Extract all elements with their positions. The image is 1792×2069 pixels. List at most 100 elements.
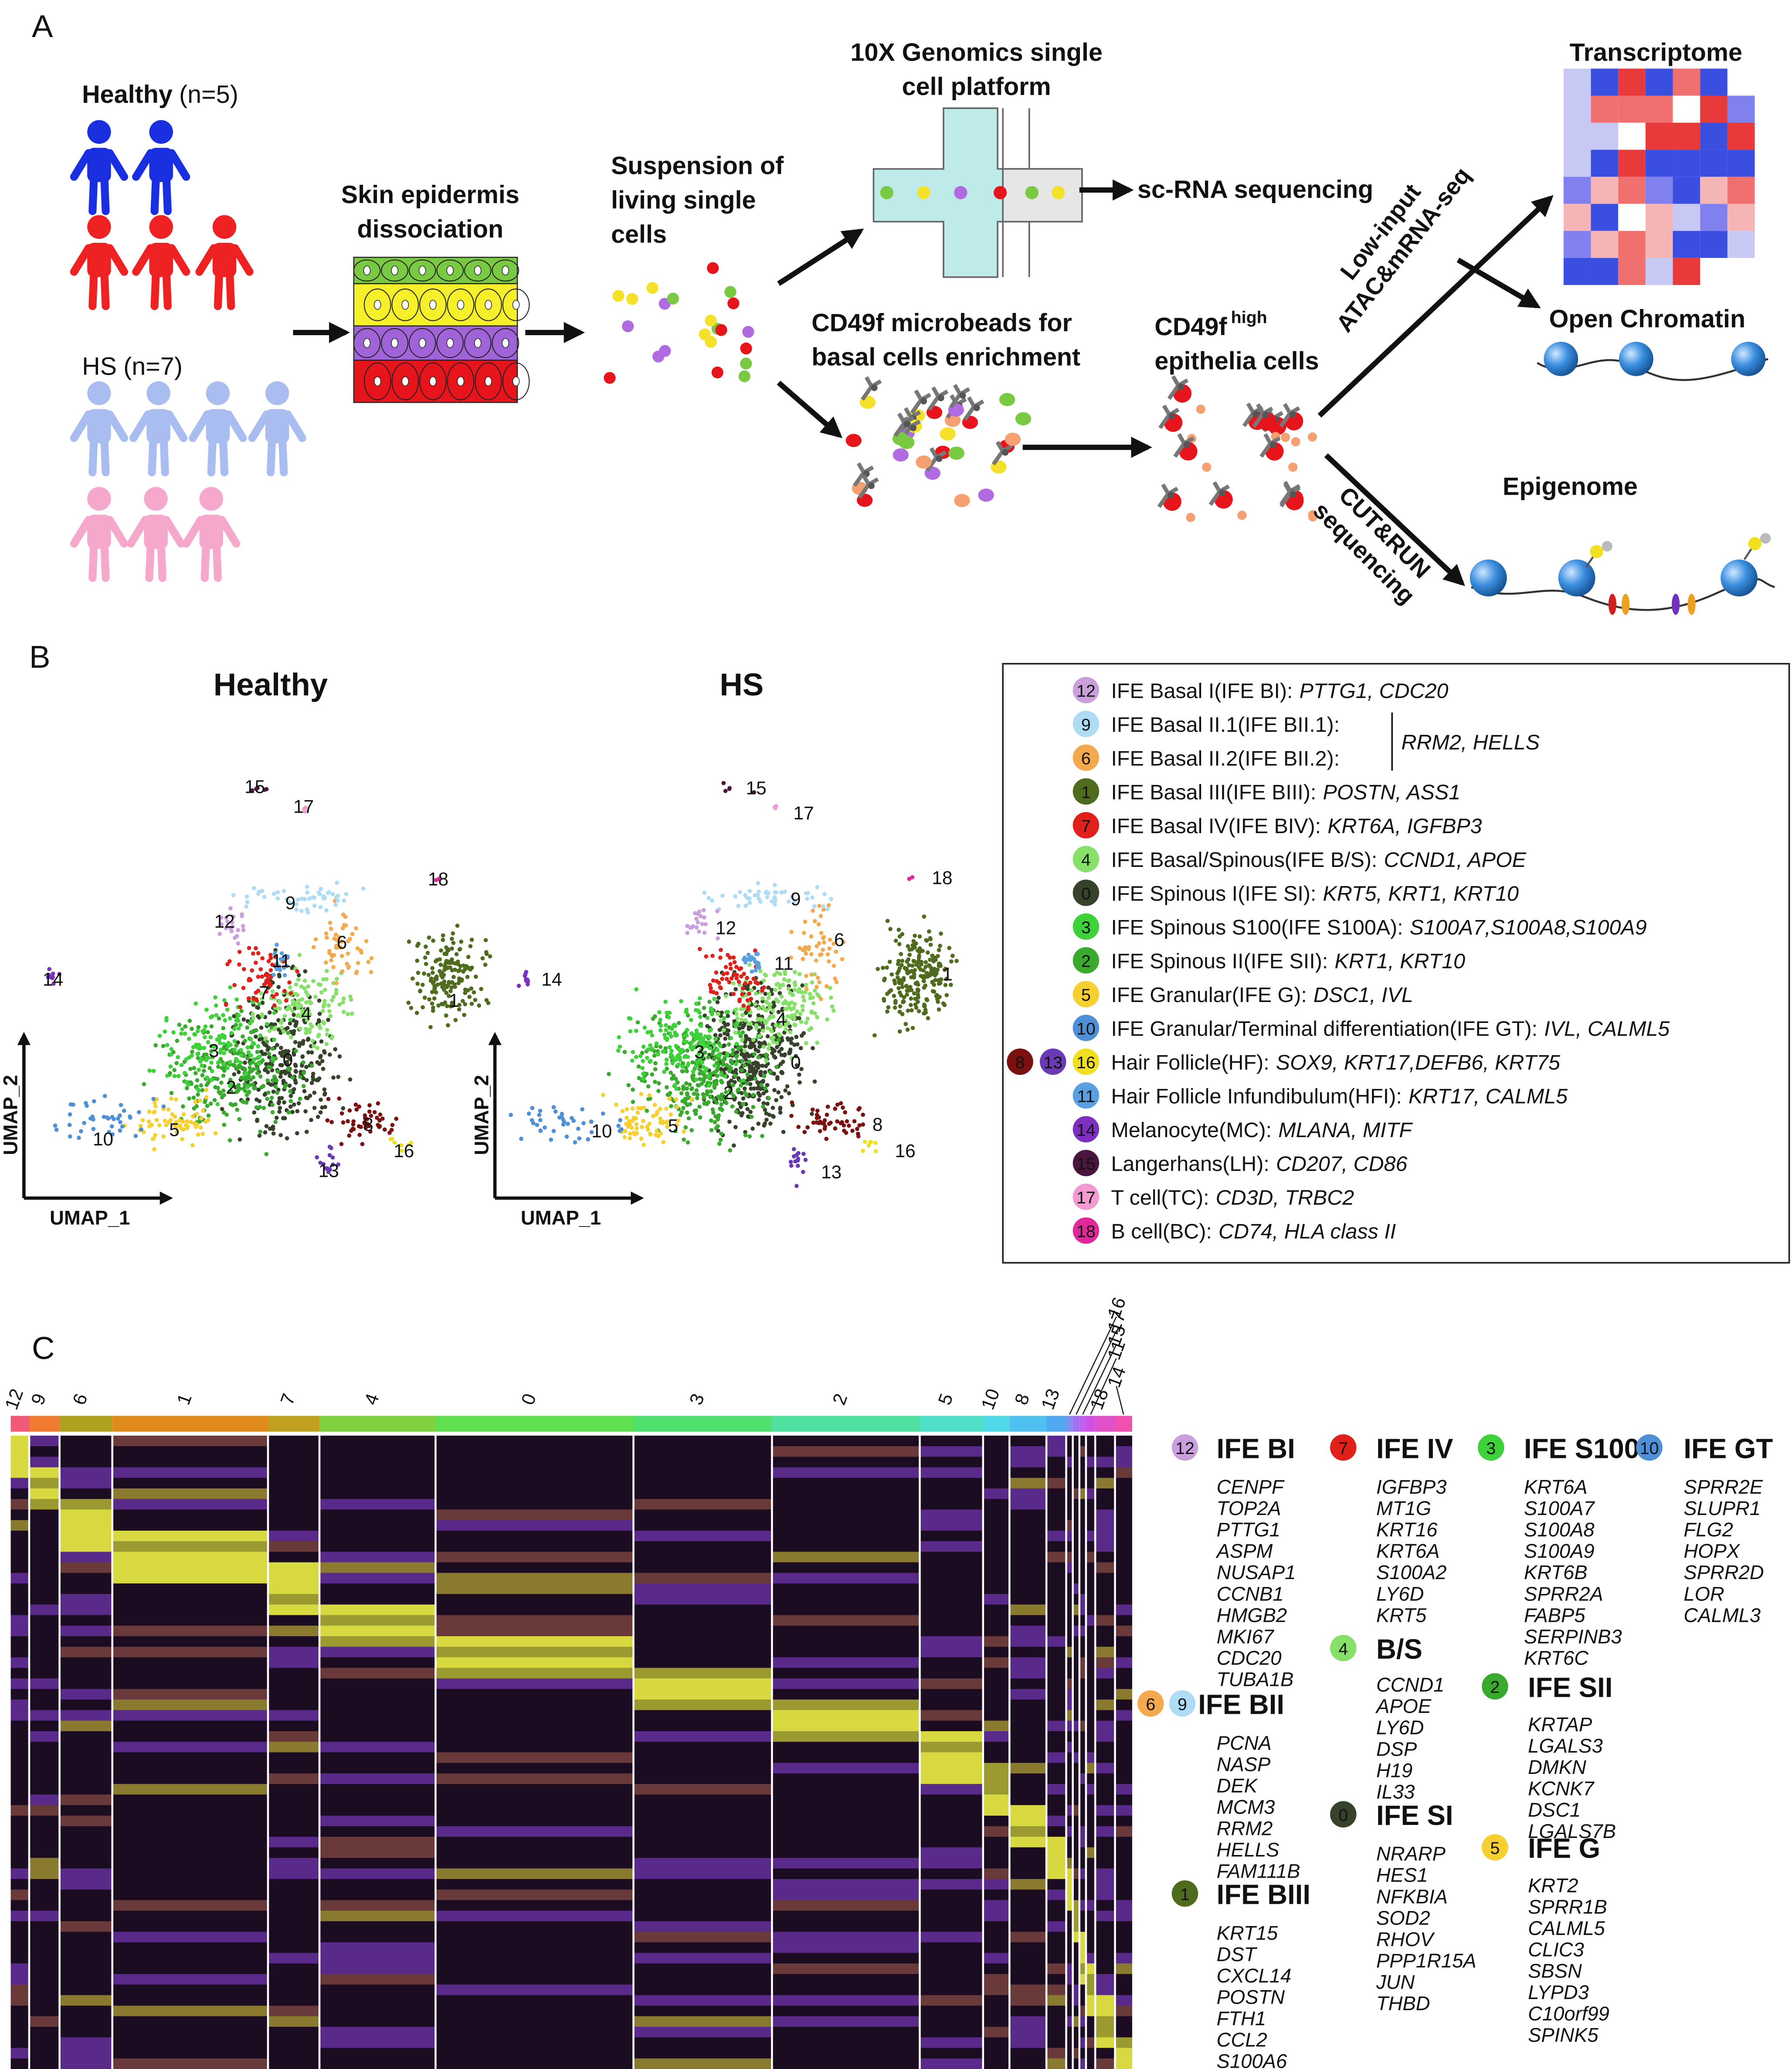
umap-point	[630, 1058, 635, 1063]
heatmap-cell	[10, 1689, 29, 1700]
umap-point	[317, 1012, 322, 1016]
umap-point	[271, 994, 276, 999]
heatmap-cell	[633, 1583, 772, 1595]
umap-point	[709, 986, 713, 991]
umap-point	[91, 1127, 96, 1131]
gene: DMKN	[1528, 1756, 1586, 1778]
umap-point	[686, 1055, 690, 1059]
group-title: IFE GT	[1683, 1433, 1773, 1464]
umap-point	[292, 1000, 297, 1005]
umap-point	[814, 1120, 819, 1125]
umap-point	[215, 1037, 220, 1042]
umap-point	[315, 1155, 319, 1160]
umap-point	[296, 977, 301, 982]
transcriptome-cell	[1618, 95, 1646, 123]
umap-point	[838, 1101, 843, 1106]
heatmap-cell	[983, 1858, 1010, 1869]
umap-point	[689, 1018, 693, 1022]
heatmap-cell	[633, 1815, 772, 1827]
umap-point	[195, 1045, 200, 1050]
umap-point	[272, 1074, 277, 1079]
person-body	[87, 243, 111, 277]
umap-point	[910, 1026, 915, 1030]
umap-point	[297, 1043, 302, 1048]
umap-point	[772, 1088, 777, 1092]
heatmap-cell	[29, 1784, 60, 1795]
umap-point	[921, 975, 926, 980]
umap-point	[285, 1063, 290, 1067]
heatmap-cell	[59, 2005, 112, 2017]
umap-point	[285, 964, 289, 968]
umap-point	[731, 981, 736, 985]
umap-point	[297, 953, 302, 957]
umap-point	[300, 1054, 305, 1059]
cluster-badge	[1039, 1048, 1066, 1075]
heatmap-cell	[920, 1752, 983, 1763]
umap-point	[760, 1029, 765, 1033]
umap-point	[831, 1008, 836, 1013]
umap-point	[811, 908, 815, 913]
heatmap-cell	[1086, 2005, 1096, 2017]
gene: KRT2	[1528, 1874, 1578, 1896]
cluster-bar	[772, 1416, 920, 1432]
umap-point	[804, 986, 809, 991]
heatmap-cell	[10, 1963, 29, 1974]
heatmap-cell	[633, 1678, 772, 1690]
umap-point	[221, 1074, 226, 1078]
umap-point	[255, 786, 260, 790]
umap-point	[666, 1015, 671, 1020]
heatmap-cell	[983, 1699, 1010, 1711]
umap-point	[245, 1025, 250, 1030]
cell-dot	[604, 372, 616, 384]
heatmap-cell	[633, 1720, 772, 1732]
heatmap-cell	[1009, 1699, 1047, 1711]
heatmap-cell	[1115, 1847, 1132, 1858]
umap-point	[792, 1043, 797, 1047]
umap-point	[937, 982, 941, 986]
heatmap-cell	[435, 2005, 634, 2017]
heatmap-cell	[268, 1467, 320, 1478]
gene: KRT15	[1217, 1922, 1278, 1944]
heatmap-cell	[1009, 1974, 1047, 1985]
umap-point	[223, 1018, 227, 1023]
umap-point	[763, 972, 767, 977]
transcriptome-cell	[1591, 122, 1619, 150]
umap-point	[766, 995, 771, 1000]
heatmap-cell	[435, 1879, 634, 1890]
heatmap-cell	[1009, 1900, 1047, 1911]
heatmap-cell	[1095, 1879, 1115, 1890]
umap-point	[465, 975, 470, 979]
umap-point	[210, 1055, 215, 1060]
heatmap-cell	[920, 1689, 983, 1700]
marker-genes: KRT6A, IGFBP3	[1327, 815, 1482, 838]
heatmap-cell	[1046, 1794, 1066, 1806]
umap-point	[717, 1028, 722, 1032]
umap-point	[224, 1002, 228, 1007]
umap-point	[509, 1113, 513, 1117]
umap-point	[275, 1069, 280, 1074]
umap-point	[255, 1005, 259, 1009]
umap-point	[320, 1059, 325, 1063]
umap-point	[445, 1004, 449, 1009]
umap-point	[764, 1059, 769, 1063]
heatmap-cell	[1115, 1710, 1132, 1721]
umap-point	[331, 1162, 335, 1167]
umap-point	[793, 980, 797, 985]
umap-point	[895, 971, 900, 976]
heatmap-cell	[633, 1963, 772, 1974]
umap-point	[262, 788, 267, 792]
heatmap-cell	[920, 2027, 983, 2038]
umap-point	[275, 961, 279, 966]
heatmap-cell	[10, 1541, 29, 1553]
umap-point	[265, 1070, 270, 1074]
heatmap-cell	[1115, 1773, 1132, 1784]
umap-point	[697, 1036, 702, 1041]
umap-point	[822, 892, 827, 897]
heatmap-cell	[1066, 2005, 1073, 2017]
umap-point	[256, 1087, 261, 1092]
umap-point	[138, 1124, 143, 1128]
umap-point	[322, 988, 327, 992]
heatmap-cell	[59, 1784, 112, 1795]
umap-point	[354, 971, 359, 975]
panel-label: A	[32, 9, 53, 44]
